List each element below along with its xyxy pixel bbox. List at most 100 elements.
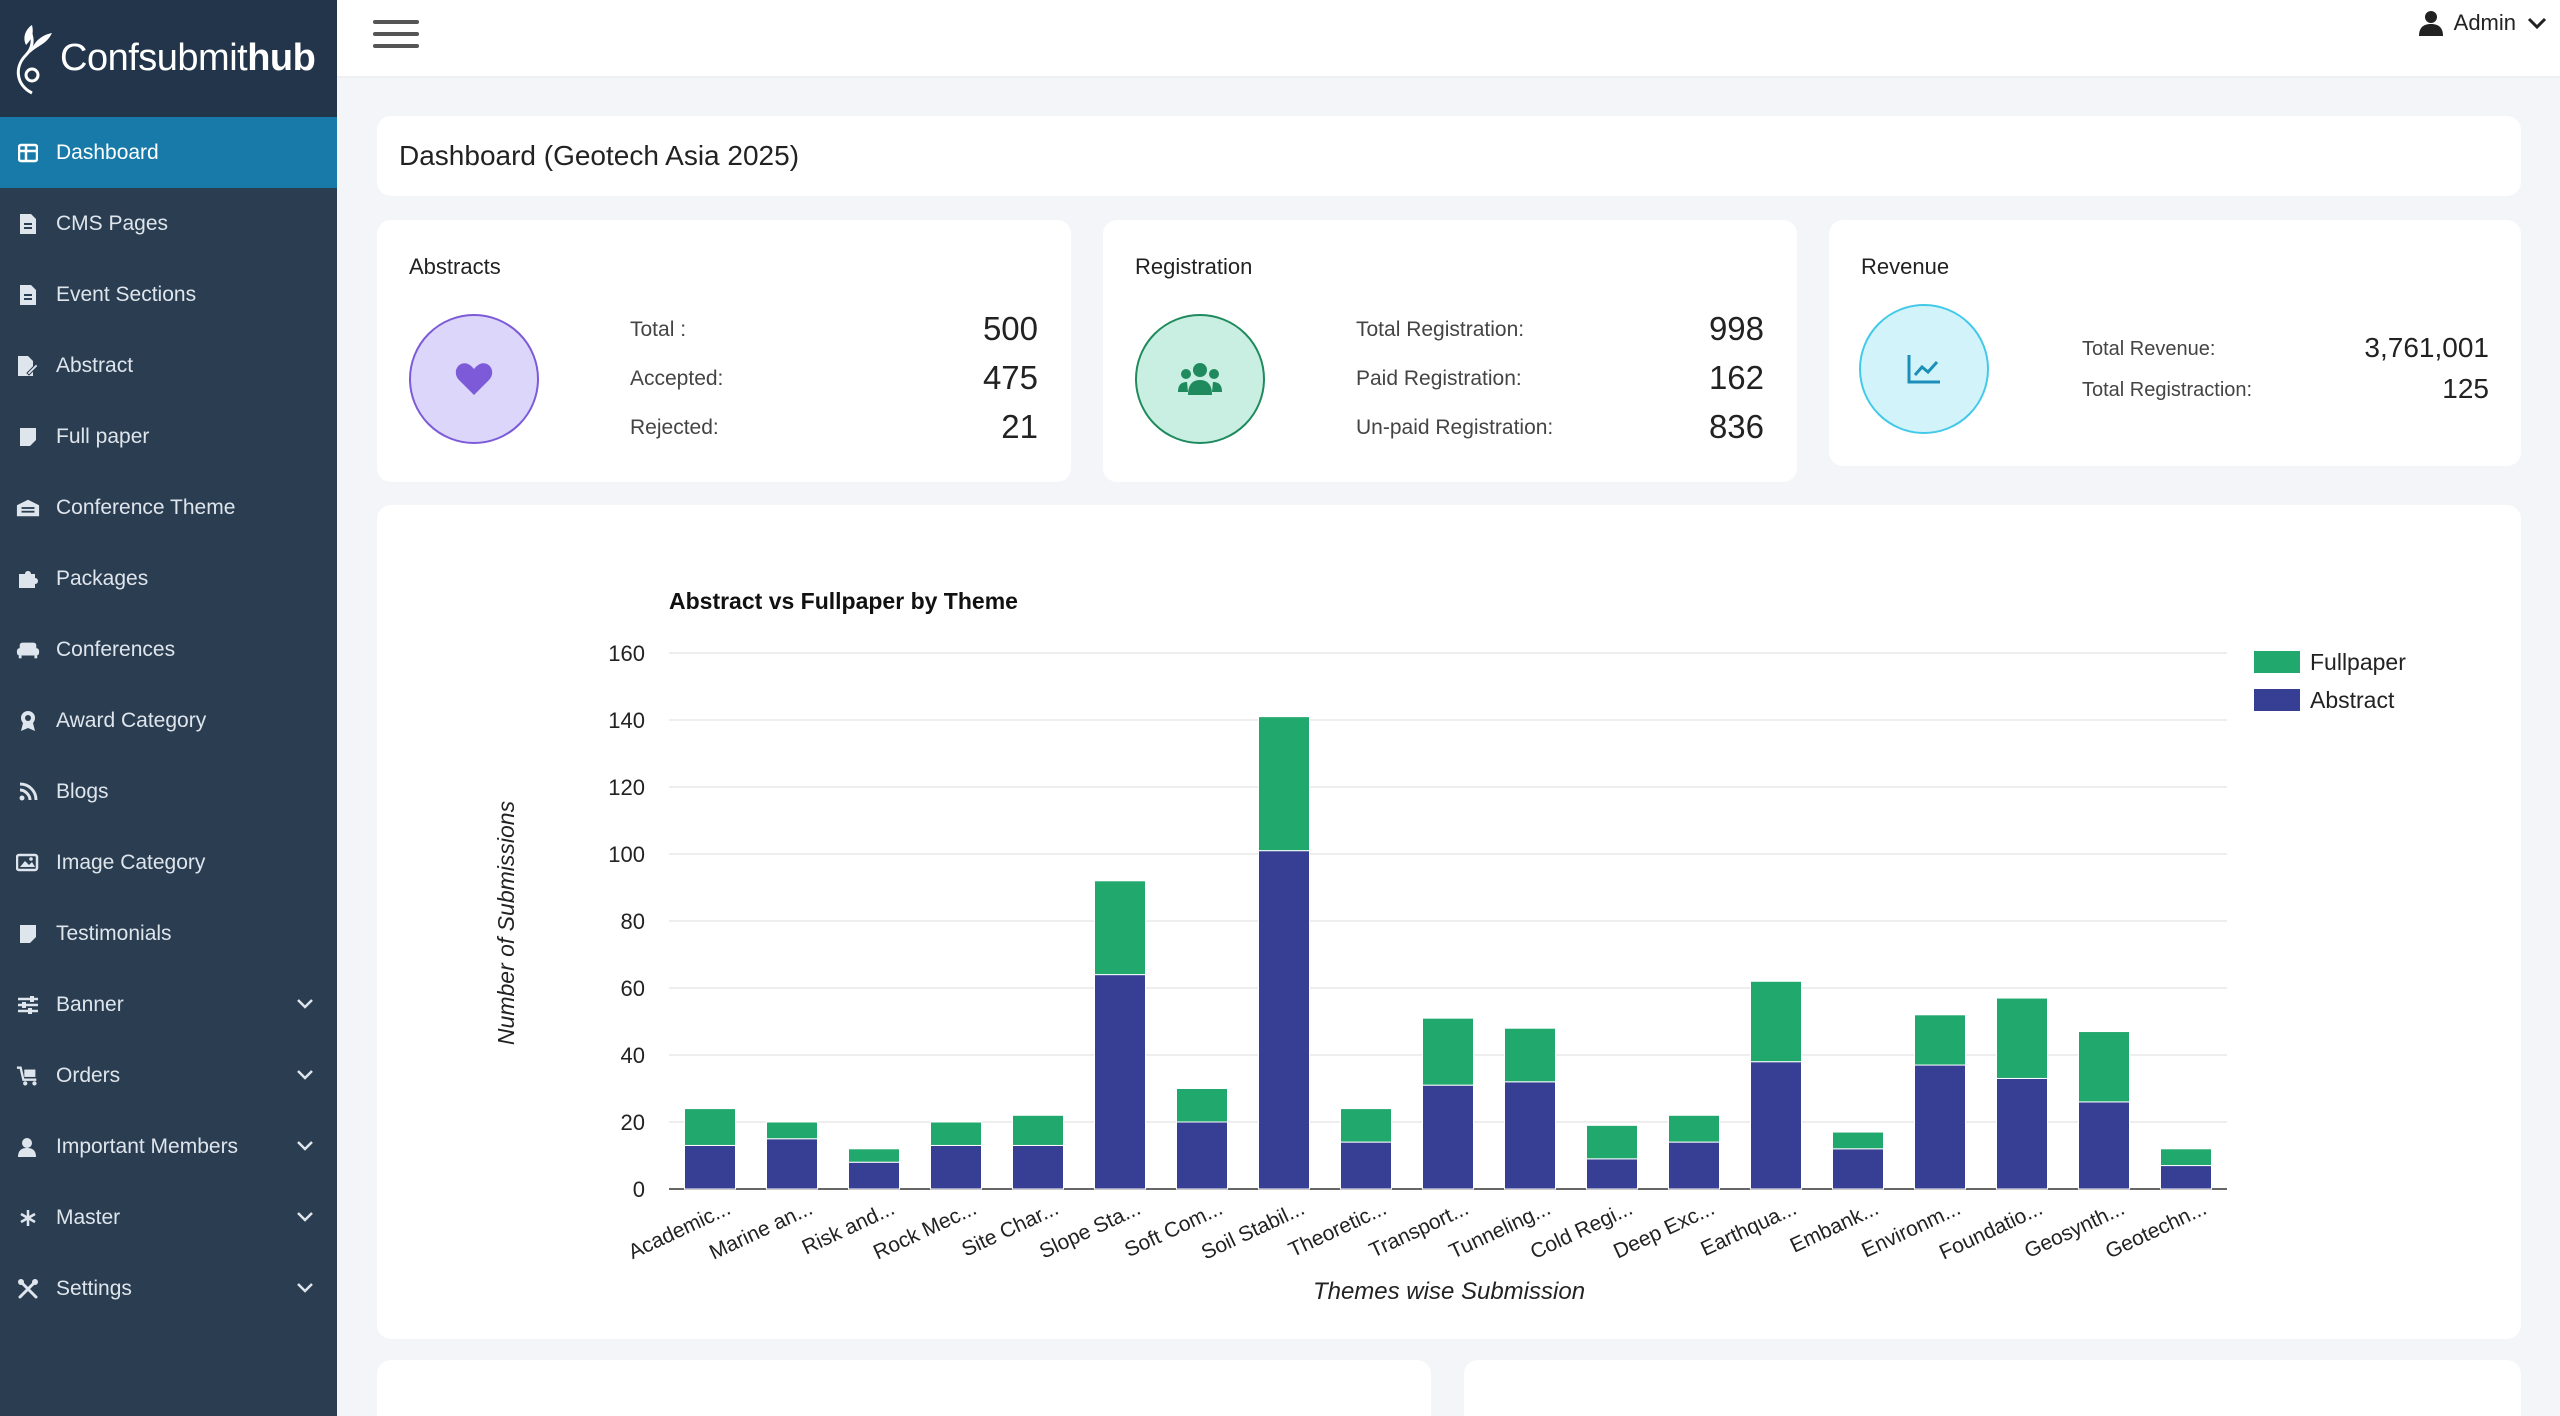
stat-value: 3,761,001 xyxy=(2364,332,2489,363)
stat-row: Paid Registration: 162 xyxy=(1356,359,1764,416)
line-chart-icon xyxy=(1907,355,1940,384)
sidebar-item-cms-pages[interactable]: CMS Pages xyxy=(0,188,337,259)
bar-abstract[interactable] xyxy=(766,1138,818,1190)
bar-fullpaper[interactable] xyxy=(1422,1017,1474,1086)
chevron-down-icon[interactable] xyxy=(295,1136,315,1156)
bar-abstract[interactable] xyxy=(1504,1081,1556,1190)
bar-fullpaper[interactable] xyxy=(1094,880,1146,976)
heart-icon xyxy=(455,363,493,395)
abstracts-badge xyxy=(409,314,539,444)
sidebar-item-banner[interactable]: Banner xyxy=(0,969,337,1040)
legend-label-abstract: Abstract xyxy=(2310,687,2395,713)
brand-logo[interactable]: Confsubmithub xyxy=(0,0,337,117)
sidebar-item-label: Packages xyxy=(56,566,149,590)
bar-abstract[interactable] xyxy=(2160,1165,2212,1190)
chevron-down-icon[interactable] xyxy=(295,1278,315,1298)
bar-fullpaper[interactable] xyxy=(684,1108,736,1146)
bar-fullpaper[interactable] xyxy=(1176,1088,1228,1123)
bar-fullpaper[interactable] xyxy=(1914,1014,1966,1066)
bar-abstract[interactable] xyxy=(1750,1061,1802,1190)
bar-abstract[interactable] xyxy=(1422,1084,1474,1190)
y-tick-label: 80 xyxy=(621,909,645,934)
bar-abstract[interactable] xyxy=(1258,850,1310,1190)
couch-icon xyxy=(16,638,40,662)
stat-value: 836 xyxy=(1708,408,1764,445)
stat-row: Total Registration: 998 xyxy=(1356,310,1764,367)
award-icon xyxy=(16,709,40,733)
bar-abstract[interactable] xyxy=(1832,1148,1884,1190)
user-icon xyxy=(16,1135,40,1159)
sidebar-item-label: Important Members xyxy=(56,1134,239,1158)
bar-fullpaper[interactable] xyxy=(1012,1114,1064,1146)
bar-abstract[interactable] xyxy=(1586,1158,1638,1190)
y-tick-label: 40 xyxy=(621,1043,645,1068)
bar-abstract[interactable] xyxy=(1340,1141,1392,1190)
sidebar-item-abstract[interactable]: Abstract xyxy=(0,330,337,401)
sidebar-item-award-category[interactable]: Award Category xyxy=(0,685,337,756)
user-icon xyxy=(2418,11,2443,36)
stat-label: Total Registraction: xyxy=(2082,379,2253,401)
sidebar-item-dashboard[interactable]: Dashboard xyxy=(0,117,337,188)
chevron-down-icon[interactable] xyxy=(295,1065,315,1085)
sidebar-item-master[interactable]: Master xyxy=(0,1182,337,1253)
bar-abstract[interactable] xyxy=(1668,1141,1720,1190)
sidebar-item-packages[interactable]: Packages xyxy=(0,543,337,614)
page-title: Dashboard (Geotech Asia 2025) xyxy=(399,140,800,171)
note-icon xyxy=(16,922,40,946)
sidebar-item-conferences[interactable]: Conferences xyxy=(0,614,337,685)
users-icon xyxy=(1178,363,1222,395)
legend-swatch-abstract xyxy=(2254,689,2300,711)
bar-abstract[interactable] xyxy=(848,1161,900,1190)
bar-abstract[interactable] xyxy=(1914,1064,1966,1190)
bar-abstract[interactable] xyxy=(1996,1077,2048,1190)
sidebar-item-settings[interactable]: Settings xyxy=(0,1253,337,1324)
sidebar-item-important-members[interactable]: Important Members xyxy=(0,1111,337,1182)
menu-toggle-button[interactable] xyxy=(373,20,419,54)
sidebar-item-label: Settings xyxy=(56,1276,132,1300)
sidebar-item-event-sections[interactable]: Event Sections xyxy=(0,259,337,330)
bar-abstract[interactable] xyxy=(1176,1121,1228,1190)
registration-stats: Total Registration: 998 Paid Registration… xyxy=(1356,310,1764,465)
sidebar-item-label: CMS Pages xyxy=(56,211,169,235)
abstract-fullpaper-chart: Abstract vs Fullpaper by Theme 0 20 40 60 80… xyxy=(493,588,2406,1305)
sidebar-item-label: Conference Theme xyxy=(56,495,236,519)
sidebar-item-full-paper[interactable]: Full paper xyxy=(0,401,337,472)
bar-fullpaper[interactable] xyxy=(930,1121,982,1146)
bar-abstract[interactable] xyxy=(1094,974,1146,1190)
bar-fullpaper[interactable] xyxy=(1504,1027,1556,1083)
bar-abstract[interactable] xyxy=(2078,1101,2130,1190)
stat-label: Paid Registration: xyxy=(1356,367,1522,390)
bar-fullpaper[interactable] xyxy=(848,1148,900,1163)
bar-fullpaper[interactable] xyxy=(1750,980,1802,1063)
sidebar-item-image-category[interactable]: Image Category xyxy=(0,827,337,898)
stat-label: Total Registration: xyxy=(1356,318,1525,341)
y-tick-label: 140 xyxy=(608,708,645,733)
sidebar-item-testimonials[interactable]: Testimonials xyxy=(0,898,337,969)
bar-fullpaper[interactable] xyxy=(766,1121,818,1140)
bar-fullpaper[interactable] xyxy=(2078,1031,2130,1103)
chevron-down-icon[interactable] xyxy=(295,994,315,1014)
bar-abstract[interactable] xyxy=(1012,1144,1064,1190)
blog-icon xyxy=(16,780,40,804)
bar-abstract[interactable] xyxy=(930,1144,982,1190)
y-axis-label: Number of Submissions xyxy=(493,800,519,1045)
stat-label: Un-paid Registration: xyxy=(1356,416,1554,439)
chart-title: Abstract vs Fullpaper by Theme xyxy=(669,588,1018,614)
bar-fullpaper[interactable] xyxy=(1258,716,1310,852)
sidebar-item-conference-theme[interactable]: Conference Theme xyxy=(0,472,337,543)
chevron-down-icon xyxy=(2527,17,2547,30)
stat-row: Total Registraction: 125 xyxy=(2082,373,2489,420)
user-menu[interactable]: Admin xyxy=(2418,10,2548,36)
sidebar-item-orders[interactable]: Orders xyxy=(0,1040,337,1111)
bar-fullpaper[interactable] xyxy=(2160,1148,2212,1167)
bar-fullpaper[interactable] xyxy=(1832,1131,1884,1150)
building-icon xyxy=(16,496,40,520)
sidebar-item-blogs[interactable]: Blogs xyxy=(0,756,337,827)
bar-fullpaper[interactable] xyxy=(1586,1124,1638,1160)
chevron-down-icon[interactable] xyxy=(295,1207,315,1227)
cart-icon xyxy=(16,1064,40,1088)
bar-fullpaper[interactable] xyxy=(1668,1114,1720,1143)
bar-fullpaper[interactable] xyxy=(1340,1108,1392,1143)
bar-abstract[interactable] xyxy=(684,1144,736,1190)
bar-fullpaper[interactable] xyxy=(1996,997,2048,1079)
